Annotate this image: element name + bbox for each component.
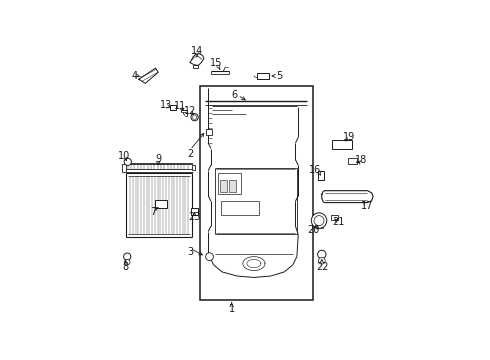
- Text: 21: 21: [332, 217, 344, 227]
- Text: 23: 23: [188, 212, 200, 222]
- Text: 22: 22: [316, 262, 329, 272]
- Bar: [347, 158, 357, 164]
- Text: 15: 15: [210, 58, 222, 68]
- Circle shape: [318, 257, 325, 264]
- Text: 5: 5: [276, 71, 282, 81]
- Text: 7: 7: [150, 207, 157, 217]
- Bar: [332, 140, 352, 149]
- Circle shape: [191, 114, 198, 121]
- Bar: [191, 208, 198, 215]
- Text: 11: 11: [174, 101, 187, 111]
- Text: 17: 17: [361, 201, 374, 211]
- Text: 16: 16: [309, 165, 321, 175]
- Text: 13: 13: [160, 100, 172, 110]
- Circle shape: [314, 216, 324, 226]
- Bar: [331, 215, 338, 220]
- Bar: [193, 166, 195, 170]
- Text: 3: 3: [187, 247, 193, 257]
- Bar: [200, 86, 314, 300]
- Text: 20: 20: [308, 225, 320, 235]
- Bar: [155, 201, 167, 208]
- Bar: [229, 180, 236, 192]
- Text: 18: 18: [355, 155, 368, 165]
- Text: 4: 4: [131, 71, 137, 81]
- Text: 9: 9: [155, 154, 161, 164]
- Text: 10: 10: [118, 151, 130, 161]
- Bar: [170, 105, 176, 110]
- Bar: [122, 164, 125, 172]
- Circle shape: [311, 213, 327, 228]
- Text: 2: 2: [187, 149, 193, 159]
- Circle shape: [124, 260, 130, 265]
- Text: 19: 19: [343, 132, 356, 142]
- Text: 6: 6: [231, 90, 238, 100]
- Circle shape: [206, 253, 214, 261]
- Bar: [257, 73, 269, 79]
- Text: 8: 8: [123, 262, 129, 272]
- Circle shape: [318, 250, 326, 258]
- Text: 14: 14: [191, 46, 203, 56]
- Bar: [318, 171, 324, 180]
- Text: 12: 12: [184, 106, 196, 116]
- Circle shape: [123, 253, 131, 260]
- Circle shape: [124, 158, 131, 166]
- Circle shape: [193, 115, 197, 120]
- Bar: [220, 180, 227, 192]
- Text: 1: 1: [229, 304, 235, 314]
- Bar: [206, 129, 212, 135]
